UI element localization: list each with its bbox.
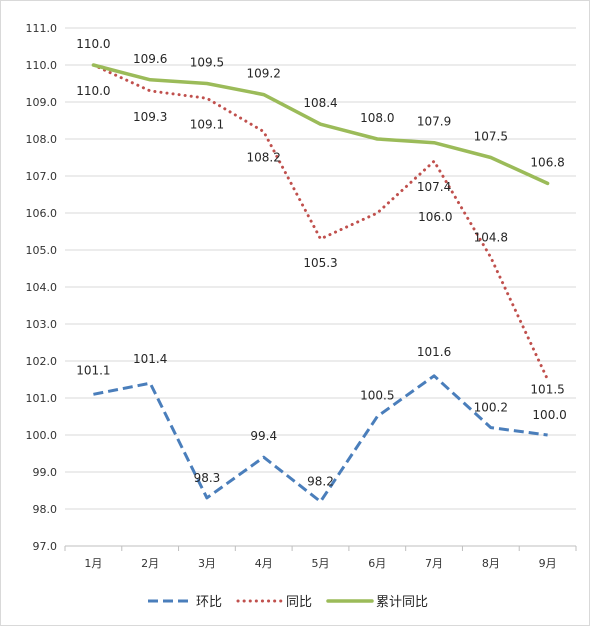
data-label: 110.0	[76, 37, 110, 51]
data-label: 108.0	[360, 111, 394, 125]
legend-label: 累计同比	[376, 595, 428, 610]
data-label: 108.4	[303, 96, 337, 110]
axis-layer: 97.0 98.0 99.0 100.0 101.0 102.0 103.0 104.0 105…	[26, 22, 577, 570]
series-layer	[91, 63, 550, 504]
data-label: 106.8	[530, 155, 564, 169]
grid-layer	[65, 27, 576, 547]
data-label: 100.2	[474, 401, 508, 415]
x-tick-label: 6月	[368, 557, 386, 570]
y-tick-label: 103.0	[26, 318, 58, 331]
x-tick-label: 4月	[255, 557, 273, 570]
x-tick-label: 5月	[312, 557, 330, 570]
legend: 环比 同比 累计同比	[148, 595, 428, 610]
data-label: 106.0	[418, 210, 452, 224]
y-tick-label: 105.0	[26, 244, 58, 257]
y-tick-label: 107.0	[26, 170, 58, 183]
data-label: 100.5	[360, 389, 394, 403]
x-tick-label: 3月	[198, 557, 216, 570]
y-tick-label: 97.0	[33, 540, 58, 553]
data-label-layer: 101.1 101.4 98.3 99.4 98.2 100.5 101.6 100.2 100…	[76, 37, 567, 489]
y-tick-label: 109.0	[26, 96, 58, 109]
data-label: 109.5	[190, 56, 224, 70]
legend-label: 环比	[196, 595, 222, 610]
y-tick-label: 110.0	[26, 59, 58, 72]
y-tick-label: 106.0	[26, 207, 58, 220]
data-label: 98.2	[307, 475, 334, 489]
x-tick-label: 8月	[482, 557, 500, 570]
data-label: 109.3	[133, 110, 167, 124]
legend-label: 同比	[286, 595, 312, 610]
data-label: 98.3	[194, 471, 221, 485]
y-tick-label: 108.0	[26, 133, 58, 146]
data-label: 107.5	[474, 130, 508, 144]
data-label: 101.1	[76, 363, 110, 377]
data-label: 100.0	[532, 408, 566, 422]
y-tick-label: 111.0	[26, 22, 58, 35]
x-tick-label: 2月	[141, 557, 159, 570]
data-label: 108.2	[247, 151, 281, 165]
x-tick-label: 1月	[84, 557, 102, 570]
data-label: 99.4	[250, 429, 277, 443]
data-label: 107.9	[417, 115, 451, 129]
data-label: 109.2	[247, 67, 281, 81]
data-label: 104.8	[474, 230, 508, 244]
y-tick-label: 99.0	[33, 466, 58, 479]
data-label: 105.3	[303, 256, 337, 270]
y-tick-label: 104.0	[26, 281, 58, 294]
y-tick-label: 101.0	[26, 392, 58, 405]
data-label: 101.6	[417, 345, 451, 359]
data-label: 109.6	[133, 52, 167, 66]
series-line-solid	[91, 63, 550, 186]
data-label: 109.1	[190, 117, 224, 131]
y-tick-label: 102.0	[26, 355, 58, 368]
x-tick-label: 7月	[425, 557, 443, 570]
y-tick-label: 100.0	[26, 429, 58, 442]
data-label: 101.4	[133, 352, 167, 366]
data-label: 101.5	[530, 383, 564, 397]
data-label: 110.0	[76, 84, 110, 98]
y-tick-label: 98.0	[33, 503, 58, 516]
x-tick-label: 9月	[539, 557, 557, 570]
data-label: 107.4	[417, 180, 451, 194]
